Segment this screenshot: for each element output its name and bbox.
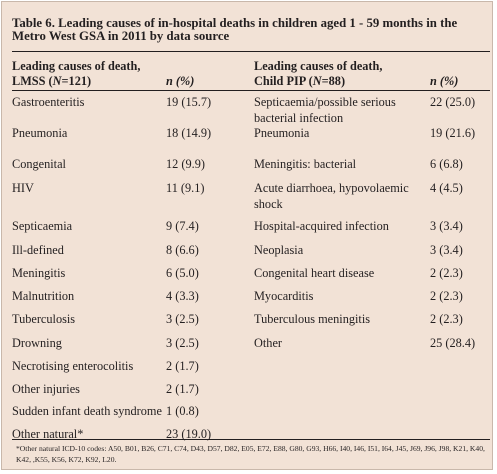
- pip-cause-cell: Pneumonia: [254, 126, 309, 142]
- pip-cause-cell: Neoplasia: [254, 243, 303, 259]
- bottom-rule: [12, 439, 490, 440]
- pip-cause-line1: Acute diarrhoea, hypovolaemic: [254, 181, 409, 195]
- lmss-n-cell: 4 (3.3): [166, 289, 199, 303]
- lmss-cause-header-line2: LMSS (N=121): [12, 74, 92, 88]
- pip-n-cell: 4 (4.5): [430, 181, 463, 195]
- pip-cause-line1: Septicaemia/possible serious: [254, 95, 396, 109]
- table-panel: Table 6. Leading causes of in-hospital d…: [1, 1, 493, 470]
- lmss-n-cell: 2 (1.7): [166, 359, 199, 373]
- pip-n-cell: 2 (2.3): [430, 266, 463, 280]
- lmss-cause-cell: Other injuries: [12, 382, 80, 396]
- lmss-cause-cell: Tuberculosis: [12, 312, 76, 326]
- pip-n-cell: 3 (3.4): [430, 243, 463, 257]
- pip-n-cell: 22 (25.0): [430, 95, 476, 109]
- pip-n-cell: 3 (3.4): [430, 219, 463, 233]
- pip-cause-cell: Acute diarrhoea, hypovolaemic shock: [254, 181, 409, 212]
- lmss-cause-cell: Necrotising enterocolitis: [12, 359, 134, 373]
- lmss-n-cell: 9 (7.4): [166, 219, 199, 233]
- lmss-cause-header: Leading causes of death, LMSS (N=121): [12, 59, 140, 89]
- lmss-cause-cell: Sudden infant death syndrome: [12, 404, 162, 418]
- lmss-cause-cell: Gastroenteritis: [12, 95, 85, 109]
- pip-cause-cell: Septicaemia/possible serious bacterial in…: [254, 95, 396, 126]
- lmss-n-cell: 1 (0.8): [166, 404, 199, 418]
- pip-cause-header-line2: Child PIP (N=88): [254, 74, 346, 88]
- lmss-n-cell: 6 (5.0): [166, 266, 199, 280]
- pip-cause-header: Leading causes of death, Child PIP (N=88…: [254, 59, 382, 89]
- lmss-cause-header-line1: Leading causes of death,: [12, 59, 141, 73]
- header-rule: [12, 90, 490, 91]
- lmss-n-cell: 3 (2.5): [166, 312, 199, 326]
- lmss-n-cell: 11 (9.1): [166, 181, 205, 195]
- pip-n-cell: 6 (6.8): [430, 157, 463, 171]
- pip-cause-cell: Meningitis: bacterial: [254, 157, 356, 173]
- lmss-cause-cell: Pneumonia: [12, 126, 68, 140]
- pip-cause-line1: Other: [254, 336, 282, 350]
- top-rule: [12, 51, 490, 52]
- lmss-n-cell: 18 (14.9): [166, 126, 212, 140]
- lmss-n-cell: 2 (1.7): [166, 382, 199, 396]
- lmss-n-cell: 19 (15.7): [166, 95, 212, 109]
- pip-cause-line1: Neoplasia: [254, 243, 304, 257]
- lmss-cause-cell: HIV: [12, 181, 34, 195]
- pip-cause-line1: Meningitis: bacterial: [254, 157, 357, 171]
- pip-cause-line1: Tuberculous meningitis: [254, 312, 371, 326]
- pip-cause-line1: Hospital-acquired infection: [254, 219, 389, 233]
- pip-n-cell: 25 (28.4): [430, 336, 476, 350]
- pip-cause-cell: Hospital-acquired infection: [254, 219, 389, 235]
- pip-n-cell: 19 (21.6): [430, 126, 476, 140]
- lmss-cause-cell: Other natural*: [12, 427, 84, 441]
- pip-cause-line2: shock: [254, 196, 283, 211]
- pip-cause-cell: Tuberculous meningitis: [254, 312, 370, 328]
- lmss-cause-cell: Drowning: [12, 336, 62, 350]
- lmss-n-cell: 8 (6.6): [166, 243, 199, 257]
- pip-cause-line1: Myocarditis: [254, 289, 314, 303]
- lmss-cause-cell: Ill-defined: [12, 243, 64, 257]
- pip-n-cell: 2 (2.3): [430, 289, 463, 303]
- pip-cause-line2: bacterial infection: [254, 110, 344, 125]
- lmss-cause-cell: Congenital: [12, 157, 66, 171]
- pip-cause-header-line1: Leading causes of death,: [254, 59, 383, 73]
- lmss-n-cell: 3 (2.5): [166, 336, 199, 350]
- pip-cause-cell: Myocarditis: [254, 289, 313, 305]
- pip-n-cell: 2 (2.3): [430, 312, 463, 326]
- lmss-cause-cell: Septicaemia: [12, 219, 73, 233]
- table-footnote: *Other natural ICD-10 codes: A50, B01, B…: [16, 444, 485, 464]
- lmss-n-header: n (%): [166, 74, 195, 88]
- pip-cause-cell: Congenital heart disease: [254, 266, 374, 282]
- pip-cause-line1: Congenital heart disease: [254, 266, 375, 280]
- lmss-n-cell: 23 (19.0): [166, 427, 212, 441]
- lmss-cause-cell: Meningitis: [12, 266, 66, 280]
- lmss-cause-cell: Malnutrition: [12, 289, 75, 303]
- pip-cause-line1: Pneumonia: [254, 126, 310, 140]
- lmss-n-cell: 12 (9.9): [166, 157, 205, 171]
- table-title: Table 6. Leading causes of in-hospital d…: [12, 16, 458, 43]
- pip-n-header: n (%): [430, 74, 459, 88]
- pip-cause-cell: Other: [254, 336, 282, 352]
